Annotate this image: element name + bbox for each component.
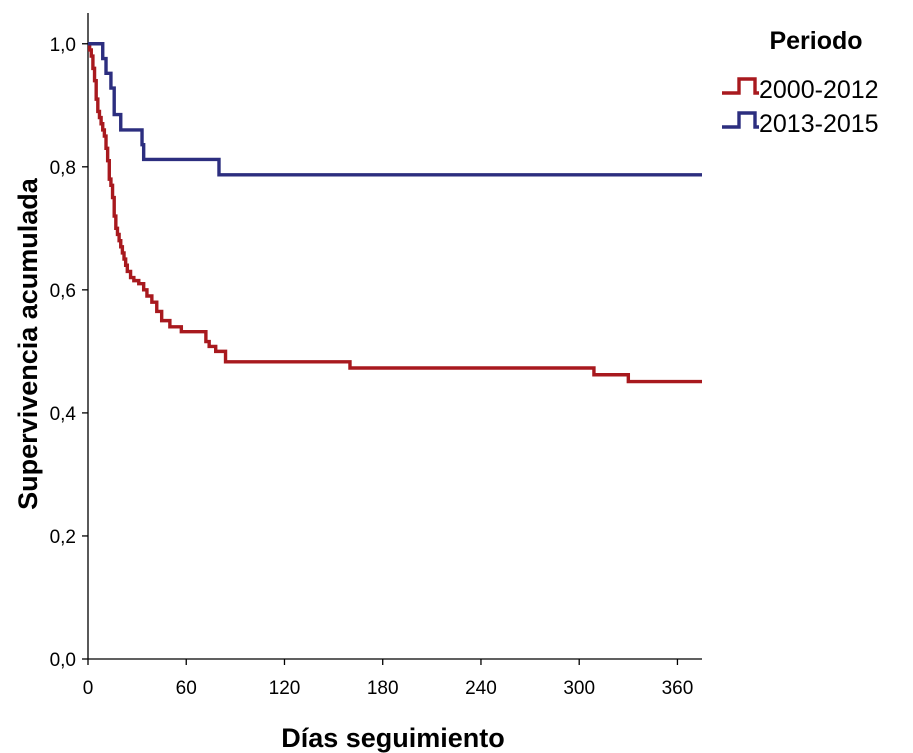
x-tick-label: 360 — [662, 678, 694, 699]
x-tick-label: 180 — [367, 678, 399, 699]
y-tick-label: 0,6 — [50, 281, 76, 302]
x-tick-label: 300 — [563, 678, 595, 699]
x-tick-label: 0 — [83, 678, 94, 699]
series-line-2013-2015 — [88, 42, 702, 177]
chart-axes — [87, 13, 702, 660]
series-line-2000-2012 — [87, 42, 702, 384]
legend-items: 2000-2012 2013-2015 — [722, 76, 879, 138]
y-tick-label: 0,0 — [50, 650, 76, 671]
series-layer — [87, 42, 702, 384]
legend-swatch-2013-2015 — [722, 111, 759, 129]
y-tick-label: 0,8 — [50, 158, 76, 179]
legend-label-2000-2012: 2000-2012 — [759, 76, 879, 104]
x-tick-label: 120 — [269, 678, 301, 699]
legend-swatch-2000-2012 — [722, 77, 759, 95]
legend-label-2013-2015: 2013-2015 — [759, 110, 879, 138]
y-axis-title: Supervivencia acumulada — [13, 177, 43, 510]
y-tick-label: 0,4 — [50, 404, 77, 425]
y-ticks: 0,0 0,2 0,4 0,6 0,8 1,0 — [50, 35, 88, 671]
x-tick-label: 240 — [465, 678, 497, 699]
x-ticks: 0 60 120 180 240 300 360 — [83, 659, 694, 699]
x-tick-label: 60 — [176, 678, 197, 699]
y-tick-label: 1,0 — [50, 35, 76, 56]
legend-title: Periodo — [769, 27, 862, 55]
x-axis-title: Días seguimiento — [281, 723, 505, 753]
legend: Periodo 2000-2012 2013-2015 — [722, 27, 879, 138]
y-tick-label: 0,2 — [50, 527, 76, 548]
